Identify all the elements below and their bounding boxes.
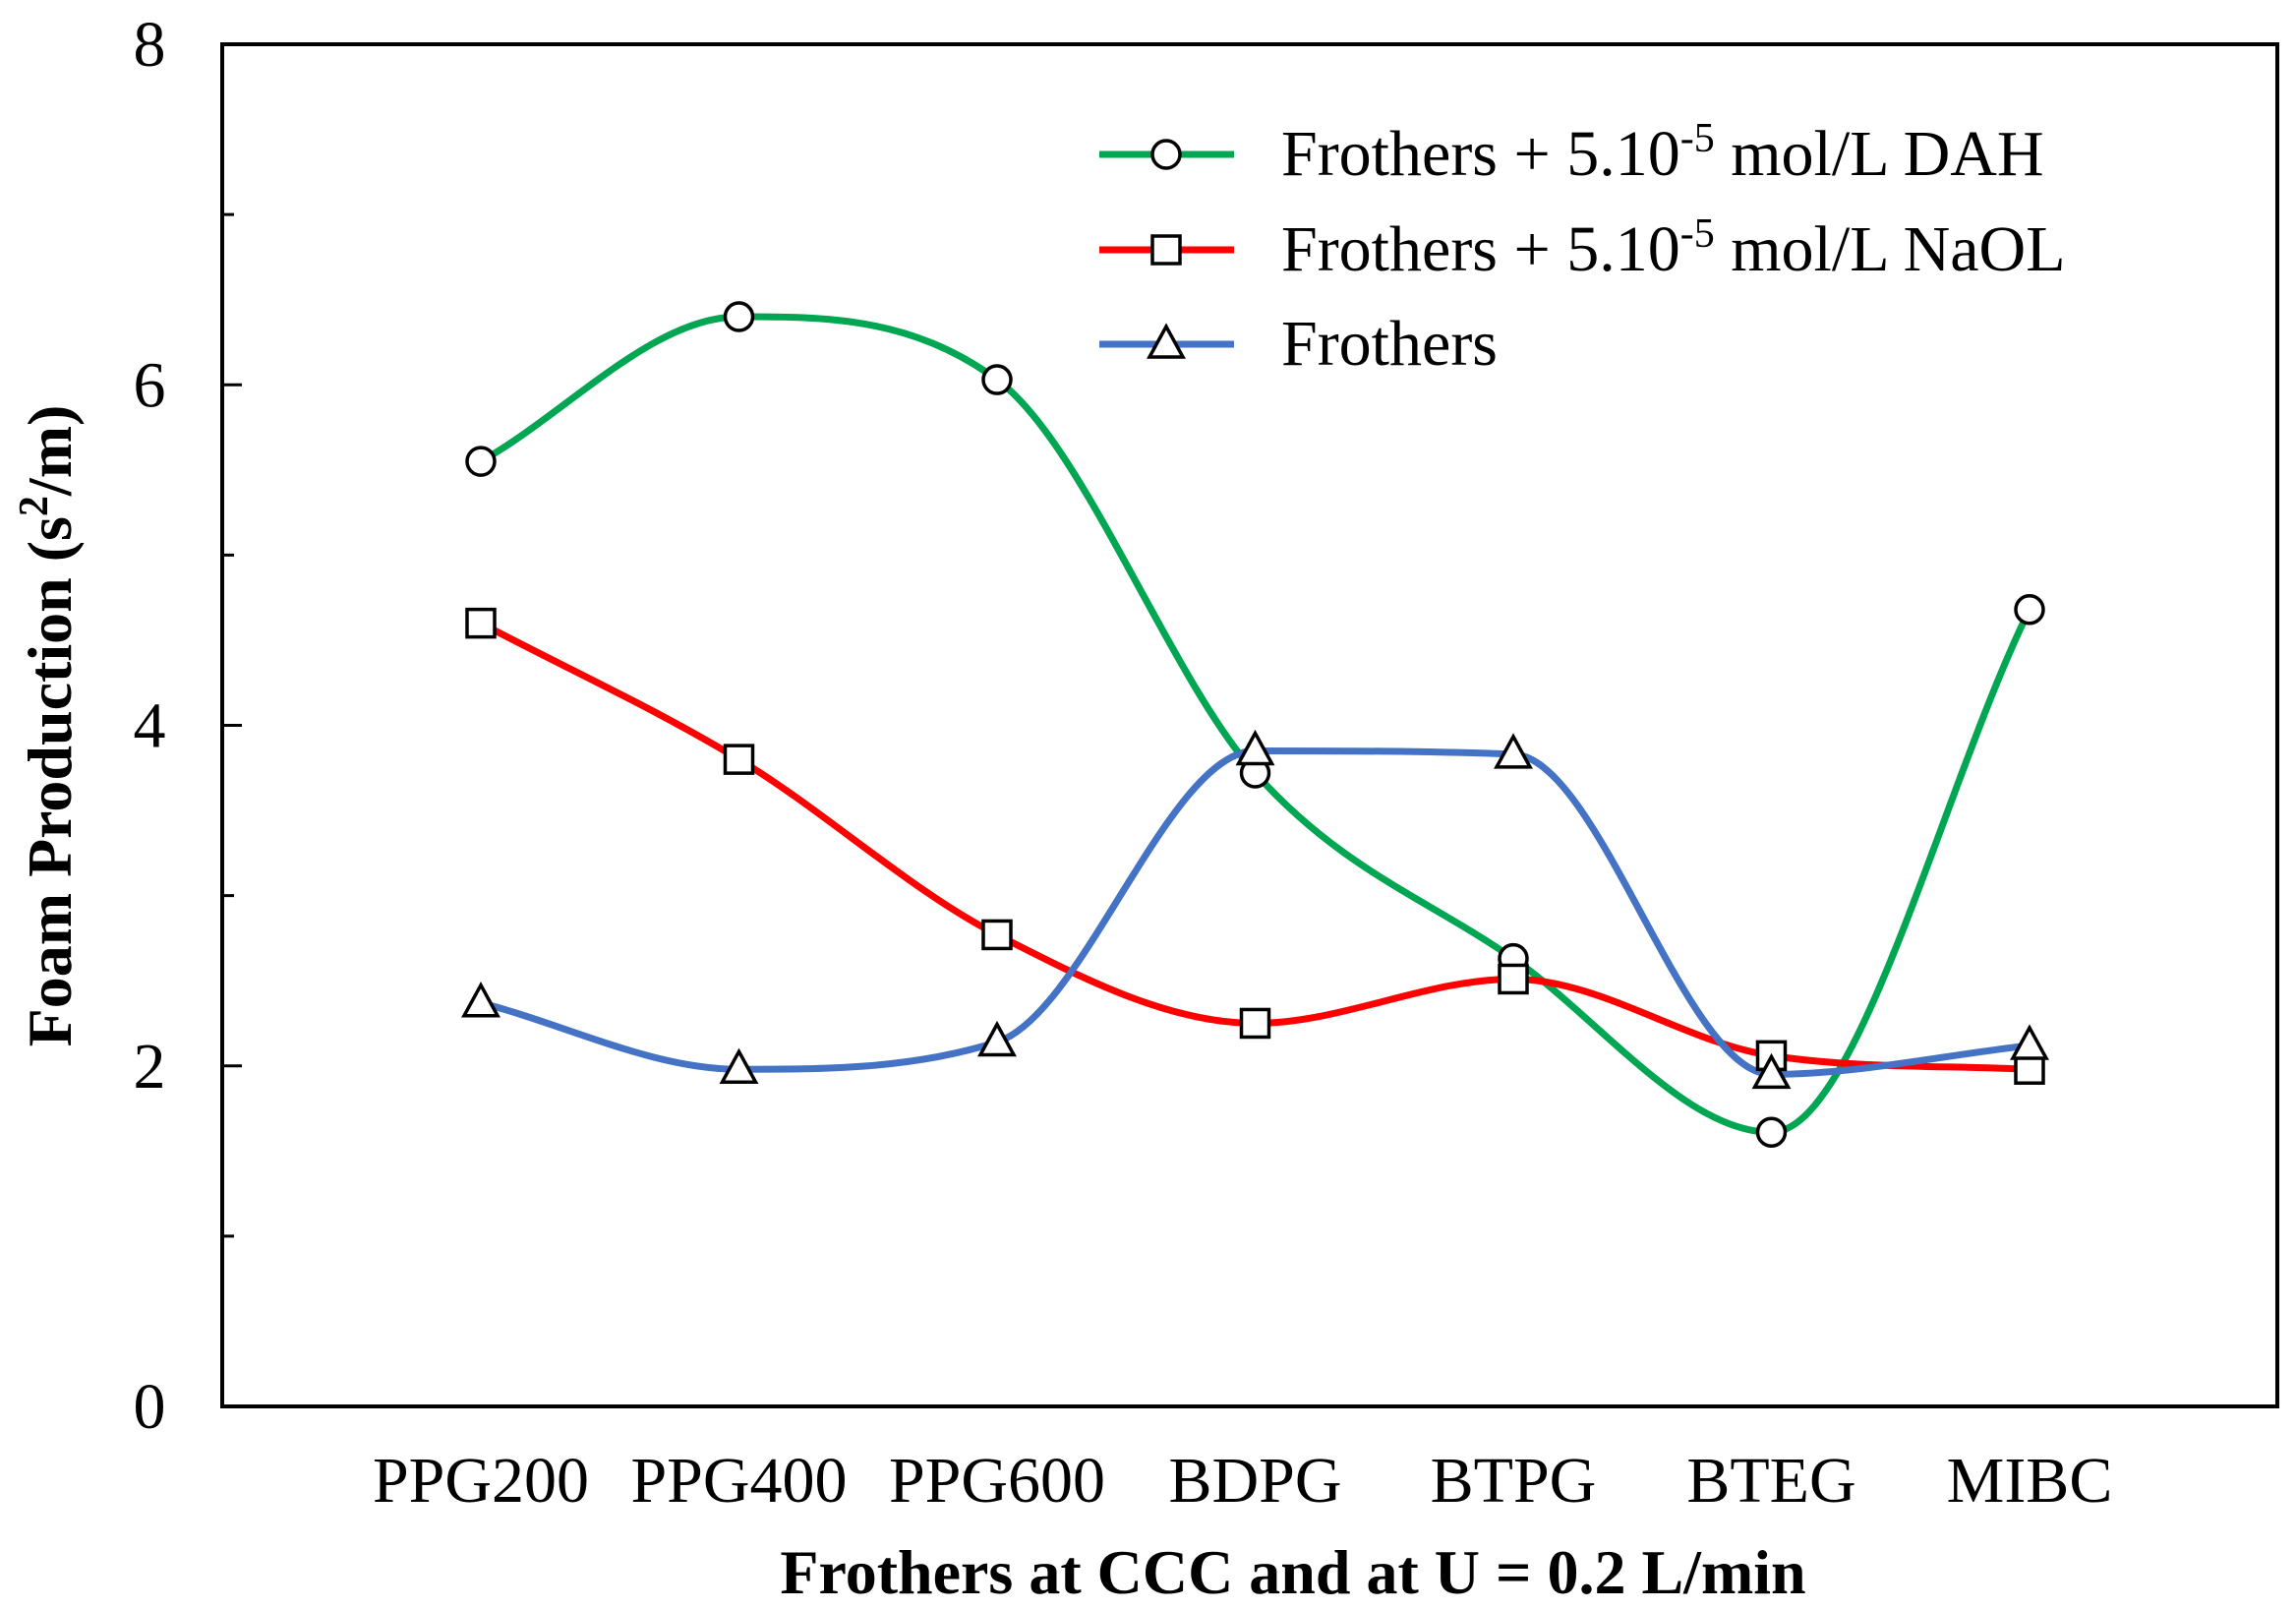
legend-marker-frothers bbox=[1147, 323, 1186, 359]
point-dah-ppg400 bbox=[723, 301, 755, 332]
legend-label-naol: Frothers + 5.10-5 mol/L NaOL bbox=[1281, 211, 2066, 285]
x-tick-label: BTEG bbox=[1686, 1445, 1855, 1517]
legend-marker-naol bbox=[1150, 234, 1182, 266]
point-dah-ppg600 bbox=[981, 364, 1013, 395]
point-frothers-bteg bbox=[1751, 1052, 1792, 1090]
x-tick-label: PPG400 bbox=[630, 1445, 847, 1517]
series-line-dah bbox=[477, 313, 2033, 1136]
y-tick-label: 8 bbox=[134, 9, 166, 81]
legend-label-dah: Frothers + 5.10-5 mol/L DAH bbox=[1281, 116, 2044, 190]
legend-marker-dah bbox=[1150, 139, 1182, 170]
series-layer bbox=[461, 301, 2049, 1149]
series-line-naol bbox=[477, 620, 2033, 1073]
point-frothers-ppg200 bbox=[461, 982, 500, 1018]
point-naol-ppg600 bbox=[981, 919, 1013, 951]
x-tick-label: BTPG bbox=[1431, 1445, 1597, 1517]
y-axis-title: Foam Production (s2/m) bbox=[12, 405, 85, 1047]
legend: Frothers + 5.10-5 mol/L DAH Frothers + 5.… bbox=[1099, 116, 2066, 380]
point-naol-ppg200 bbox=[465, 607, 497, 639]
y-tick-label: 2 bbox=[134, 1031, 166, 1103]
point-naol-ppg400 bbox=[723, 744, 755, 775]
y-tick-label: 4 bbox=[134, 690, 166, 762]
x-tick-label: PPG600 bbox=[889, 1445, 1105, 1517]
legend-label-frothers: Frothers bbox=[1281, 308, 1498, 380]
point-frothers-btpg bbox=[1494, 733, 1533, 769]
point-dah-bteg bbox=[1755, 1116, 1788, 1149]
point-frothers-mibc bbox=[2010, 1024, 2049, 1060]
y-tick-label: 6 bbox=[134, 349, 166, 421]
x-axis-title: Frothers at CCC and at U = 0.2 L/min bbox=[780, 1537, 1805, 1607]
point-naol-bdpg bbox=[1239, 1007, 1271, 1040]
y-axis: 0 2 4 6 8 bbox=[134, 9, 242, 1443]
point-dah-ppg200 bbox=[465, 446, 497, 477]
point-frothers-ppg600 bbox=[977, 1020, 1017, 1057]
point-frothers-ppg400 bbox=[719, 1047, 759, 1084]
x-tick-label: PPG200 bbox=[373, 1445, 589, 1517]
y-tick-label: 0 bbox=[134, 1371, 166, 1443]
point-dah-mibc bbox=[2014, 594, 2045, 626]
point-frothers-bdpg bbox=[1235, 729, 1275, 766]
x-tick-label: MIBC bbox=[1947, 1445, 2113, 1517]
x-axis: PPG200 PPG400 PPG600 BDPG BTPG BTEG MIBC bbox=[373, 1445, 2112, 1517]
x-tick-label: BDPG bbox=[1168, 1445, 1341, 1517]
point-naol-btpg bbox=[1498, 963, 1529, 995]
